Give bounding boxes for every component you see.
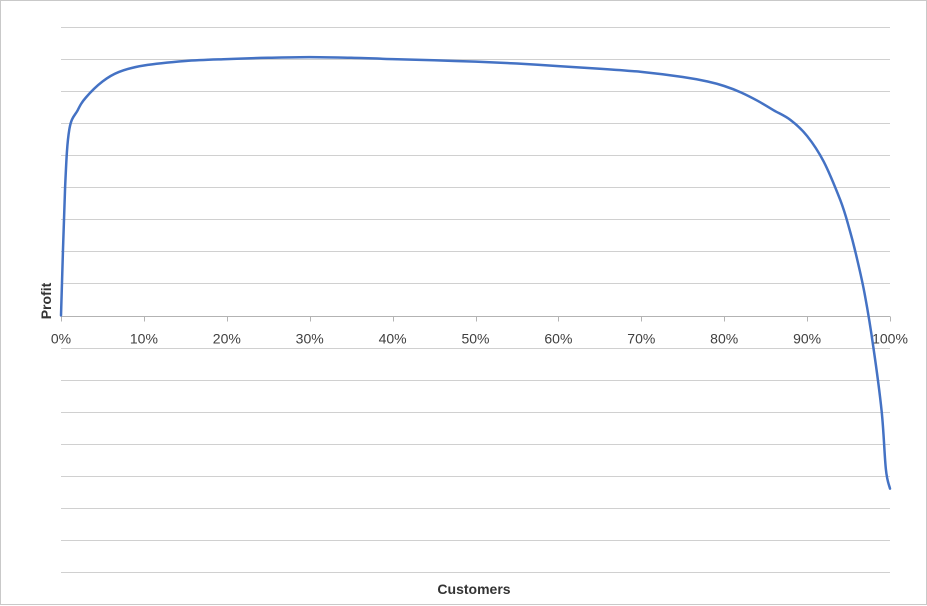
x-tick-label: 30% bbox=[296, 331, 324, 347]
gridlines bbox=[61, 27, 890, 573]
series-layer bbox=[59, 55, 892, 490]
x-tick-label: 70% bbox=[627, 331, 655, 347]
x-tick-label: 20% bbox=[213, 331, 241, 347]
x-tick-label: 80% bbox=[710, 331, 738, 347]
x-tick-label: 0% bbox=[51, 331, 71, 347]
x-tick-label: 40% bbox=[379, 331, 407, 347]
y-axis-title: Profit bbox=[38, 282, 54, 319]
x-tick-label: 10% bbox=[130, 331, 158, 347]
x-tick-label: 60% bbox=[544, 331, 572, 347]
x-tick-labels: 0% 10% 20% 30% 40% 50% 60% 70% 80% 90% 100% bbox=[51, 331, 908, 347]
x-tick-label: 100% bbox=[872, 331, 908, 347]
x-tick-label: 90% bbox=[793, 331, 821, 347]
x-axis-title: Customers bbox=[437, 581, 510, 597]
profit-curve-series-0 bbox=[59, 55, 892, 490]
x-axis bbox=[61, 316, 891, 322]
x-tick-label: 50% bbox=[461, 331, 489, 347]
